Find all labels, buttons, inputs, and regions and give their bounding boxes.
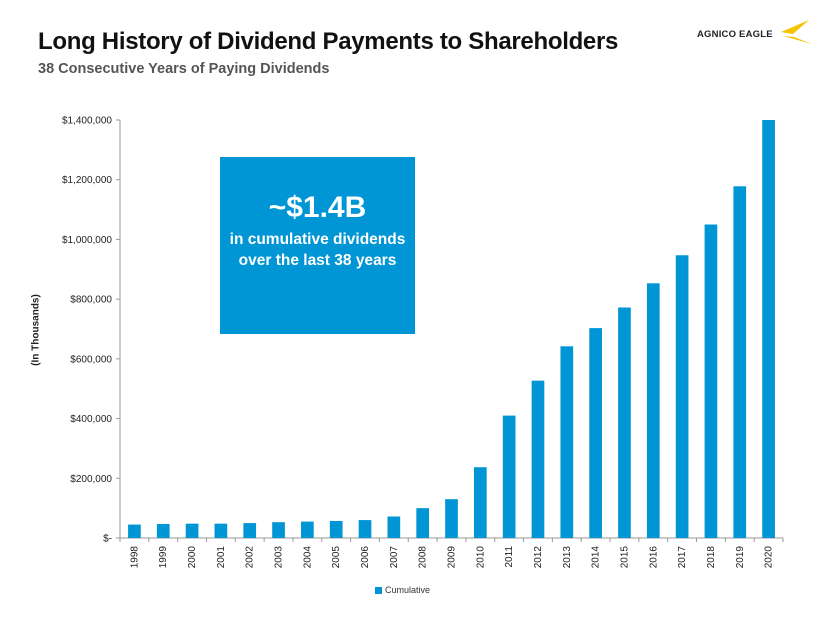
x-tick-label: 2014 xyxy=(591,546,602,569)
legend-label: Cumulative xyxy=(385,585,431,595)
bar-2015 xyxy=(618,307,631,538)
logo-text: AGNICO EAGLE xyxy=(697,29,773,40)
bar-2005 xyxy=(329,520,343,538)
x-tick-label: 2020 xyxy=(764,546,775,569)
bar-2007 xyxy=(387,516,401,538)
bar-2008 xyxy=(416,508,430,538)
x-tick-label: 2004 xyxy=(302,546,313,569)
page-title: Long History of Dividend Payments to Sha… xyxy=(38,28,619,55)
bar-2016 xyxy=(646,283,660,538)
page-subtitle: 38 Consecutive Years of Paying Dividends xyxy=(38,61,330,77)
x-tick-label: 2016 xyxy=(648,546,659,569)
y-tick-label: $600,000 xyxy=(70,354,112,365)
y-tick-label: $400,000 xyxy=(70,414,112,425)
bar-2018 xyxy=(704,224,718,538)
bar-2004 xyxy=(301,521,314,538)
bar-2012 xyxy=(531,380,545,538)
x-tick-label: 2001 xyxy=(216,546,227,569)
x-tick-label: 2006 xyxy=(360,546,371,569)
callout-box: ~$1.4B in cumulative dividends over the … xyxy=(220,157,415,334)
legend-swatch xyxy=(375,586,382,594)
x-tick-label: 2012 xyxy=(533,546,544,569)
x-tick-label: 1998 xyxy=(129,546,140,569)
x-tick-label: 1999 xyxy=(158,546,169,569)
y-tick-label: $- xyxy=(103,534,112,545)
x-tick-label: 2007 xyxy=(389,546,400,569)
eagle-icon xyxy=(781,20,812,44)
bar-2011 xyxy=(502,415,516,538)
x-tick-label: 2013 xyxy=(562,546,573,569)
bar-2000 xyxy=(185,523,199,538)
bar-2020 xyxy=(762,120,775,538)
x-tick-label: 2005 xyxy=(331,546,342,569)
bar-2013 xyxy=(560,346,574,538)
bar-2009 xyxy=(445,499,458,538)
y-tick-label: $1,000,000 xyxy=(62,235,112,246)
bar-1998 xyxy=(128,524,141,538)
callout-headline: ~$1.4B xyxy=(268,191,367,224)
x-tick-label: 2000 xyxy=(187,546,198,569)
bar-2001 xyxy=(214,523,228,538)
x-tick-label: 2017 xyxy=(677,546,688,569)
y-tick-label: $200,000 xyxy=(70,474,112,485)
x-tick-label: 2003 xyxy=(274,546,285,569)
bar-2017 xyxy=(675,255,689,538)
bar-2006 xyxy=(358,520,372,538)
bar-1999 xyxy=(156,523,170,538)
x-tick-label: 2009 xyxy=(447,546,458,569)
bar-2019 xyxy=(733,186,747,539)
x-tick-label: 2010 xyxy=(475,546,486,569)
y-tick-label: $1,400,000 xyxy=(62,116,112,127)
y-tick-label: $1,200,000 xyxy=(62,175,112,186)
x-tick-label: 2015 xyxy=(619,546,630,569)
x-tick-label: 2019 xyxy=(735,546,746,569)
x-tick-label: 2008 xyxy=(418,546,429,569)
bar-2014 xyxy=(589,328,602,538)
y-tick-label: $800,000 xyxy=(70,295,112,306)
x-tick-label: 2002 xyxy=(245,546,256,569)
bar-2003 xyxy=(272,522,285,538)
bar-2010 xyxy=(473,467,487,538)
callout-text: in cumulative dividends over the last 38… xyxy=(229,231,406,269)
x-tick-label: 2011 xyxy=(504,546,515,568)
bar-2002 xyxy=(243,523,257,538)
company-logo: AGNICO EAGLE xyxy=(697,18,815,50)
x-tick-label: 2018 xyxy=(706,546,717,569)
chart-legend: Cumulative xyxy=(375,585,430,595)
